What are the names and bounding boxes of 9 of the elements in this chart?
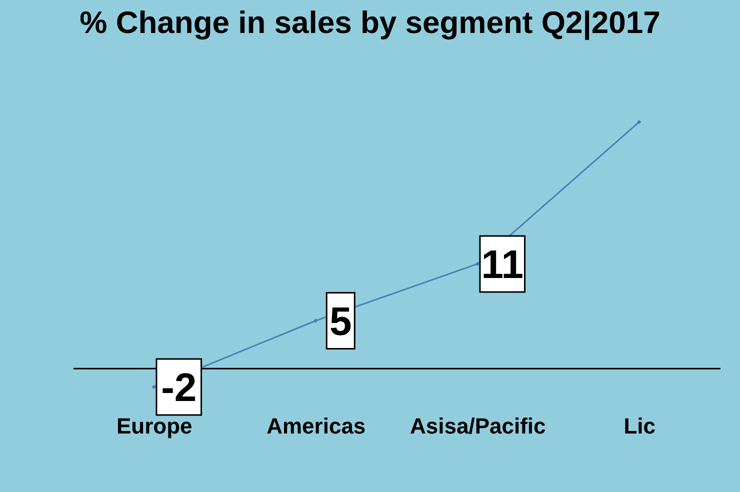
- x-tick-label: Asisa/Pacific: [410, 414, 546, 439]
- chart-title: % Change in sales by segment Q2|2017: [80, 5, 660, 40]
- x-tick-label: Lic: [624, 414, 656, 439]
- data-label: 5: [330, 300, 352, 344]
- x-tick-label: Europe: [116, 414, 192, 439]
- x-tick-label: Americas: [266, 414, 366, 439]
- data-label: -2: [161, 366, 197, 410]
- data-label: 11: [481, 242, 524, 287]
- point: [475, 262, 480, 266]
